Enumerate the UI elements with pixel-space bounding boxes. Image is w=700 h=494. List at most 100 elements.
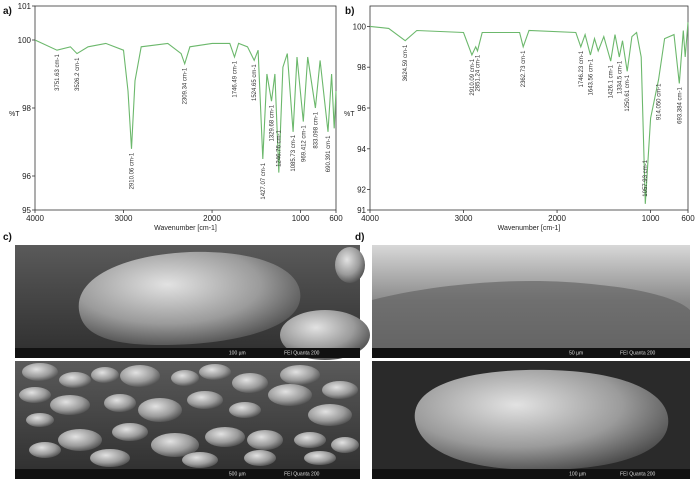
sem-grain [120, 365, 160, 387]
sem-grain [90, 449, 130, 467]
peak-label: 2910.06 cm-1 [129, 152, 135, 189]
instrument-label: FEI Quanta 200 [620, 351, 656, 357]
peak-label: 690.391 cm-1 [326, 135, 332, 172]
x-tick-label: 600 [681, 214, 695, 223]
y-axis-label: %T [9, 111, 20, 118]
peak-label: 1057.93 cm-1 [643, 159, 649, 196]
peak-label: 1426.1 cm-1 [609, 64, 615, 98]
scale-label: 50 µm [569, 351, 583, 357]
sem-info-bar [15, 348, 360, 358]
sem-grain [229, 402, 261, 418]
peak-label: 2910.09 cm-1 [470, 58, 476, 95]
x-axis-label: Wavenumber [cm-1] [498, 225, 561, 232]
sem-grain [205, 427, 245, 447]
panel-label: a) [3, 6, 12, 17]
peak-label: 1246.76 cm-1 [277, 130, 283, 167]
sem-grain [171, 370, 199, 386]
scale-label: 500 µm [229, 472, 246, 478]
sem-grain [280, 365, 320, 385]
sem-grain [22, 363, 58, 381]
sem-grain [335, 247, 365, 283]
x-tick-label: 600 [329, 214, 343, 223]
x-axis-label: Wavenumber [cm-1] [154, 225, 217, 232]
scale-label: 100 µm [569, 472, 586, 478]
scale-label: 100 µm [229, 351, 246, 357]
sem-grain [331, 437, 359, 453]
sem-info-bar [372, 348, 690, 358]
panel-label: d) [355, 232, 364, 243]
sem-grain [294, 432, 326, 448]
sem-grain [322, 381, 358, 399]
y-tick-label: 91 [357, 206, 366, 215]
plot-frame [369, 5, 689, 211]
peak-label: 2362.73 cm-1 [521, 50, 527, 87]
sem-grain [308, 404, 352, 426]
x-tick-label: 4000 [361, 214, 379, 223]
sem-grain [78, 251, 301, 345]
sem-grain [104, 394, 136, 412]
sem-grain [232, 373, 268, 393]
sem-grain [29, 442, 61, 458]
sem-grain [187, 391, 223, 409]
sem-grain [199, 364, 231, 380]
peak-label: 1329.68 cm-1 [269, 104, 275, 141]
instrument-label: FEI Quanta 200 [284, 351, 320, 357]
y-tick-label: 96 [357, 104, 366, 113]
sem-grain [182, 452, 218, 468]
y-tick-label: 96 [22, 172, 31, 181]
sem-panel-d [372, 245, 690, 479]
x-tick-label: 2000 [548, 214, 566, 223]
peak-label: 1085.73 cm-1 [291, 134, 297, 171]
sem-grain [247, 430, 283, 450]
sem-grains [19, 363, 359, 468]
y-tick-label: 92 [357, 186, 366, 195]
y-tick-label: 95 [22, 206, 31, 215]
x-tick-label: 1000 [292, 214, 310, 223]
sem-grain [280, 310, 370, 360]
y-tick-label: 101 [18, 2, 32, 11]
sem-grain [26, 413, 54, 427]
instrument-label: FEI Quanta 200 [620, 472, 656, 478]
panel-label: b) [345, 6, 354, 17]
peak-label: 1746.49 cm-1 [233, 60, 239, 97]
sem-grain [59, 372, 91, 388]
sem-info-bar [15, 469, 360, 479]
x-tick-label: 3000 [455, 214, 473, 223]
sem-grain [58, 429, 102, 451]
sem-surface [372, 280, 690, 348]
peak-label: 1334.5 cm-1 [617, 60, 623, 94]
x-tick-label: 2000 [203, 214, 221, 223]
peak-label: 3526.2 cm-1 [75, 57, 81, 91]
peak-label: 969.412 cm-1 [301, 125, 307, 162]
y-tick-label: 100 [353, 22, 367, 31]
sem-grain [244, 450, 276, 466]
x-tick-label: 3000 [115, 214, 133, 223]
sem-grain [414, 369, 669, 470]
sem-grain [91, 367, 119, 383]
sem-panel-c [15, 245, 370, 479]
x-tick-label: 1000 [642, 214, 660, 223]
spectrum-line [34, 39, 337, 173]
peak-label: 3751.63 cm-1 [55, 54, 61, 91]
peak-label: 2851.24 cm-1 [475, 54, 481, 91]
panel-label: c) [3, 232, 12, 243]
spectrum-line [369, 22, 689, 204]
peak-label: 1746.23 cm-1 [579, 50, 585, 87]
sem-grain [151, 433, 199, 457]
sem-grain [19, 387, 51, 403]
sem-grain [304, 451, 336, 465]
sem-grain [268, 384, 312, 406]
x-tick-label: 4000 [26, 214, 44, 223]
y-tick-label: 94 [357, 145, 366, 154]
sem-grain [138, 398, 182, 422]
y-axis-label: %T [344, 111, 355, 118]
peak-label: 693.384 cm-1 [677, 87, 683, 124]
peak-label: 1643.56 cm-1 [588, 58, 594, 95]
peak-label: 3624.59 cm-1 [403, 44, 409, 81]
sem-info-bar [372, 469, 690, 479]
peak-label: 833.098 cm-1 [313, 111, 319, 148]
sem-grain [50, 395, 90, 415]
sem-grain [112, 423, 148, 441]
y-tick-label: 98 [357, 63, 366, 72]
